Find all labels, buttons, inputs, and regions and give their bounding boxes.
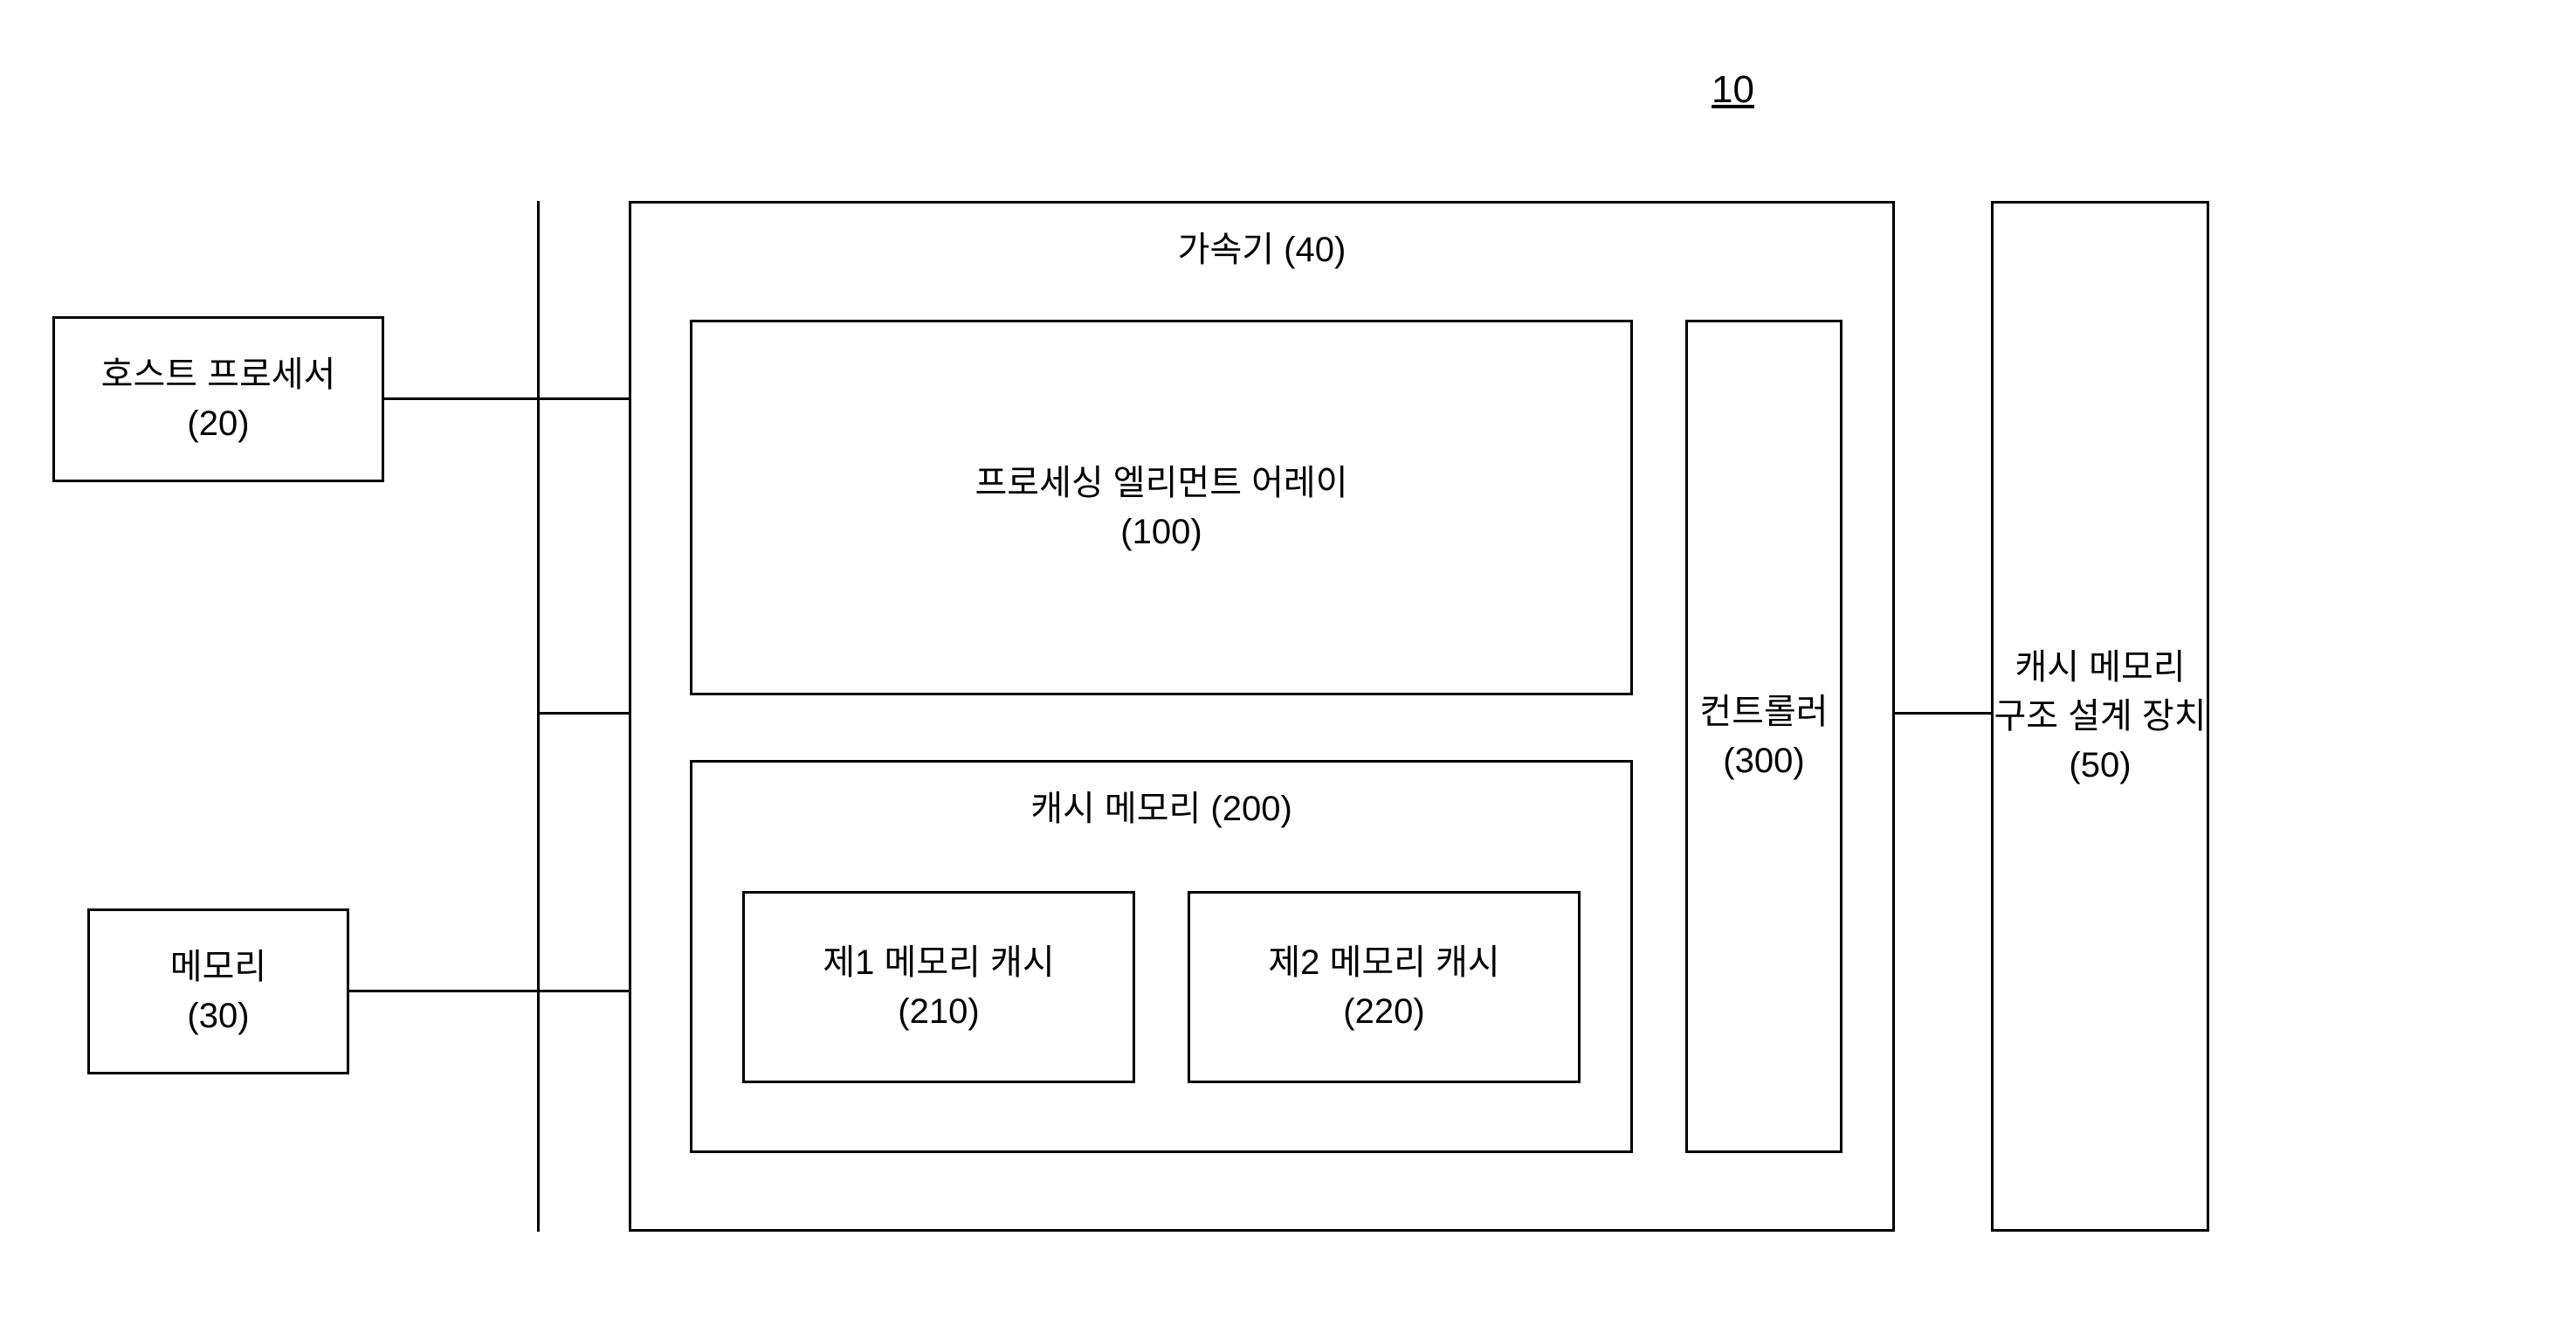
controller-label2: (300) [1723,736,1804,785]
memory-to-bus-connector [349,990,537,992]
processing-element-array-box: 프로세싱 엘리먼트 어레이 (100) [690,320,1633,695]
cdd-label1: 캐시 메모리 [2015,643,2185,692]
cache-memory-label: 캐시 메모리 (200) [692,780,1630,831]
controller-label1: 컨트롤러 [1699,687,1828,736]
accelerator-label: 가속기 (40) [631,221,1892,272]
cache2-label2: (220) [1343,987,1424,1036]
cache-design-device-box: 캐시 메모리 구조 설계 장치 (50) [1991,201,2209,1232]
host-processor-box: 호스트 프로세서 (20) [52,316,384,482]
bus-to-accel-bot-connector [537,990,629,992]
cdd-label2: 구조 설계 장치 [1994,692,2206,741]
bus-to-accel-top-connector [537,397,629,400]
system-label-text: 10 [1712,68,1754,111]
bus-to-accel-mid-connector [537,712,629,715]
memory-label2: (30) [187,991,249,1040]
cache1-label2: (210) [898,987,979,1036]
host-processor-label1: 호스트 프로세서 [101,350,336,399]
cache2-label1: 제2 메모리 캐시 [1268,938,1499,987]
pea-label2: (100) [1120,508,1202,556]
memory-box: 메모리 (30) [87,908,349,1074]
cache1-label1: 제1 메모리 캐시 [823,938,1054,987]
host-to-bus-connector [384,397,537,400]
host-processor-label2: (20) [187,399,249,448]
system-label: 10 [1712,68,1754,112]
pea-label1: 프로세싱 엘리먼트 어레이 [975,459,1347,508]
accel-to-device-connector [1895,712,1991,715]
cache2-box: 제2 메모리 캐시 (220) [1188,891,1581,1083]
cdd-label3: (50) [2069,741,2131,790]
controller-box: 컨트롤러 (300) [1685,320,1842,1153]
bus-vertical-line [537,201,540,1232]
cache1-box: 제1 메모리 캐시 (210) [742,891,1135,1083]
memory-label1: 메모리 [170,943,266,991]
